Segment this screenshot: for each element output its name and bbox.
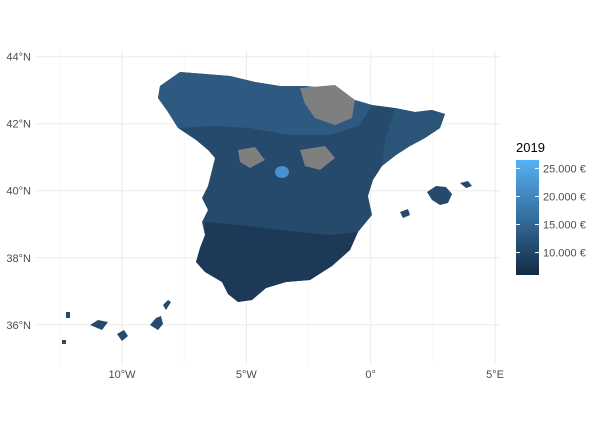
y-tick-label: 40°N [6, 186, 31, 198]
legend-break-label: 10.000 € [543, 248, 586, 260]
x-tick-label: 5°W [236, 369, 258, 381]
region-canary-hierro [62, 340, 66, 344]
y-tick-label: 36°N [6, 320, 31, 332]
region-balearic-menorca [460, 181, 472, 188]
legend-break-label: 25.000 € [543, 163, 586, 175]
x-axis-ticks: 10°W 5°W 0° 5°E [109, 369, 504, 381]
region-balearic-ibiza [400, 209, 410, 218]
region-balearic-mallorca [427, 186, 452, 205]
x-tick-label: 5°E [486, 369, 504, 381]
y-axis-ticks: 44°N 42°N 40°N 38°N 36°N [6, 52, 31, 332]
y-tick-label: 44°N [6, 52, 31, 64]
region-canary-fuerteventura [163, 300, 171, 310]
legend-break-label: 15.000 € [543, 220, 586, 232]
y-tick-label: 42°N [6, 119, 31, 131]
region-catalonia [382, 108, 445, 166]
region-south [196, 222, 358, 302]
legend-break-label: 20.000 € [543, 191, 586, 203]
legend-breaks: 25.000 € 20.000 € 15.000 € 10.000 € [516, 163, 586, 260]
region-canary-la-palma [90, 320, 108, 330]
na-patch-aragon [300, 146, 335, 170]
legend-title: 2019 [516, 140, 545, 155]
x-tick-label: 10°W [109, 369, 137, 381]
region-canary-lanzarote [66, 312, 70, 318]
y-tick-label: 38°N [6, 253, 31, 265]
region-canary-gran-canaria [117, 330, 128, 341]
map-regions [62, 72, 472, 344]
region-canary-tenerife [150, 316, 163, 330]
na-patch-ebro [300, 85, 355, 125]
na-patch-center [238, 147, 265, 168]
legend-colorbar [516, 160, 539, 275]
x-tick-label: 0° [365, 369, 376, 381]
madrid-highlight [275, 166, 289, 178]
legend: 2019 25.000 € 20.000 € 15.000 € 10.000 € [516, 140, 586, 275]
